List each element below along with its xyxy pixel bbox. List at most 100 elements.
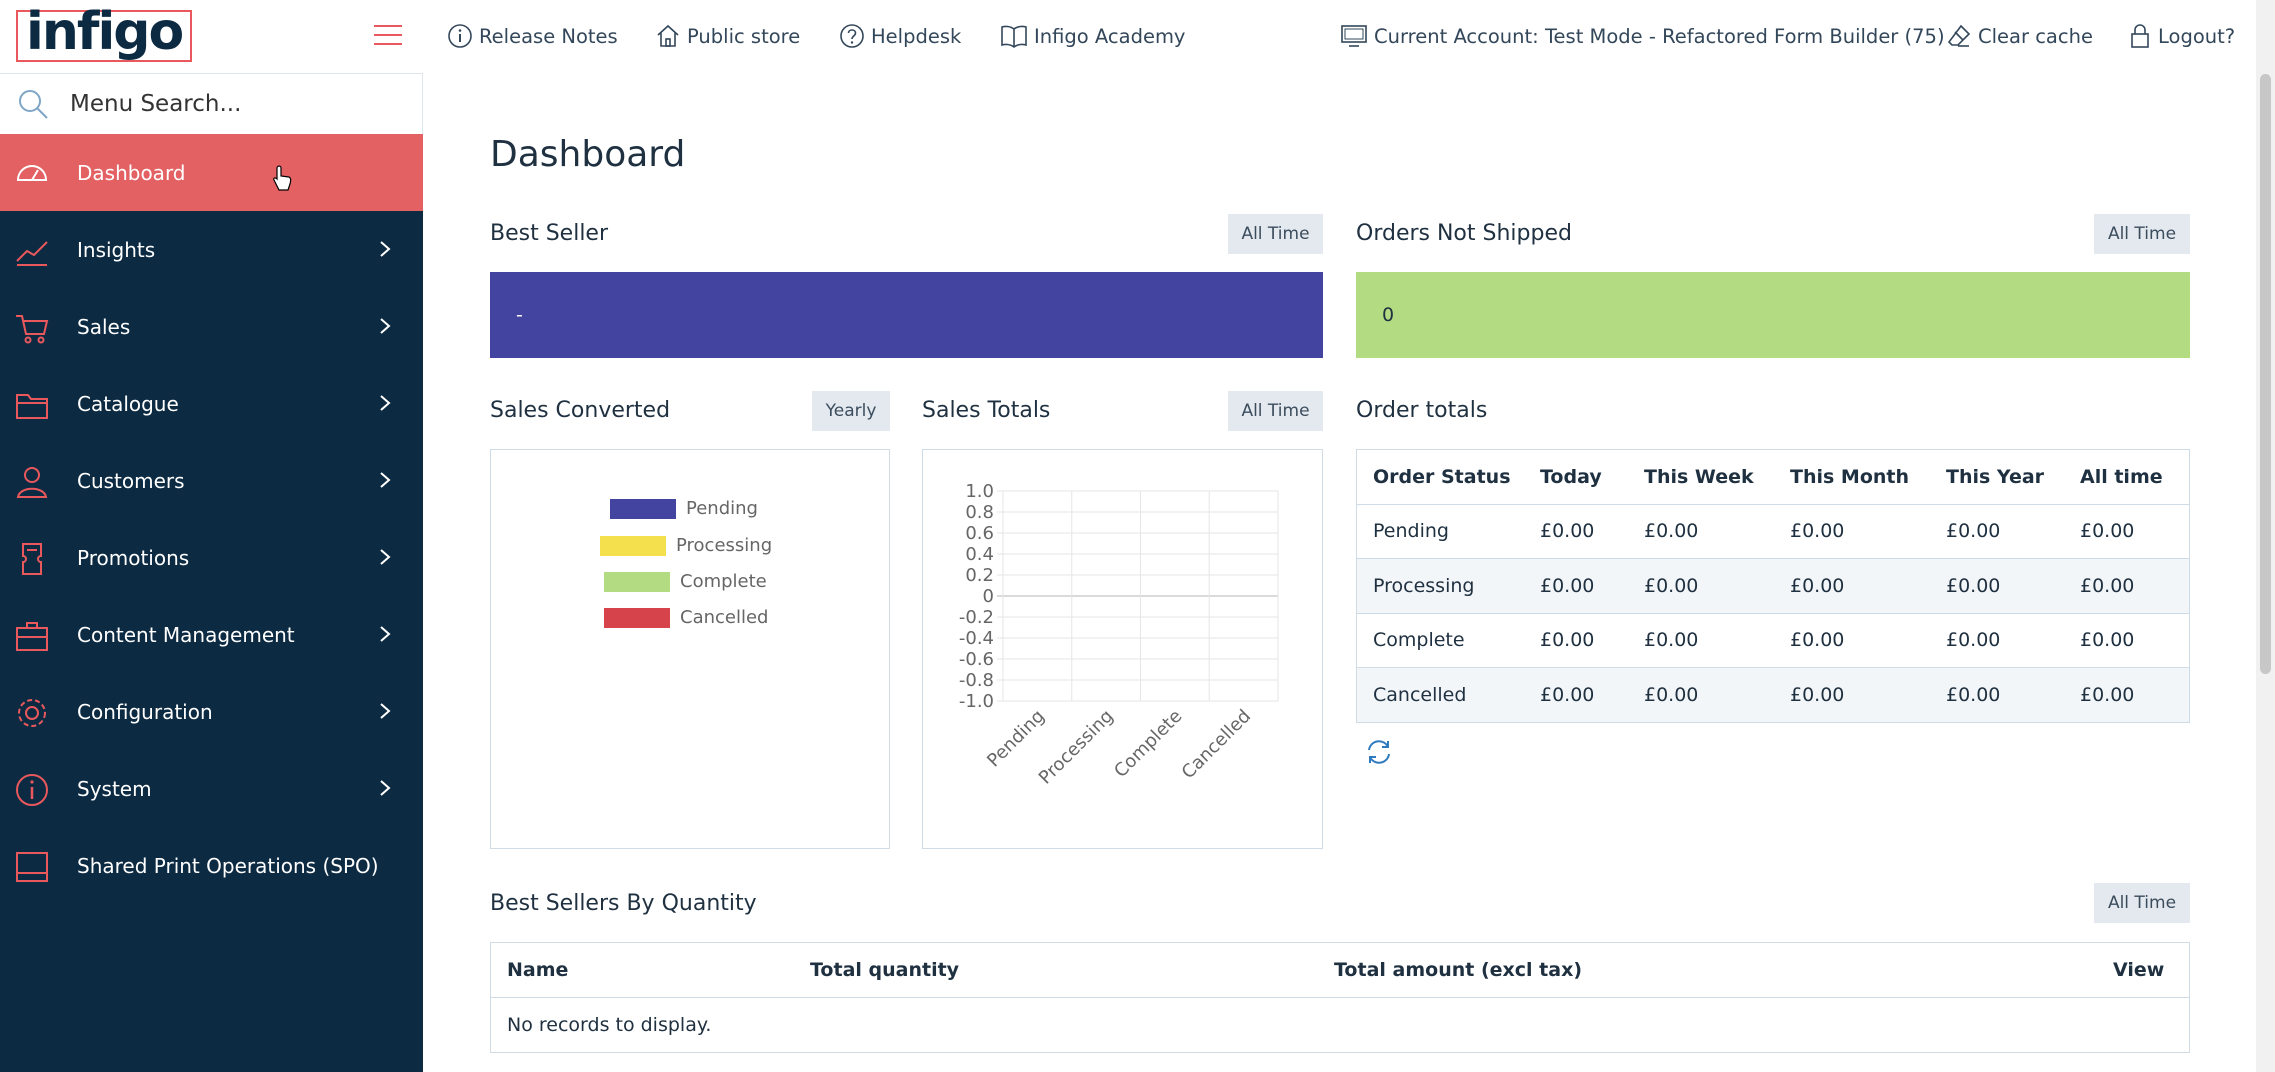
y-tick-label: -0.4	[959, 628, 994, 649]
chevron-right-icon	[380, 780, 391, 796]
public-store-link[interactable]: Public store	[655, 22, 800, 50]
table-cell: Pending	[1357, 504, 1524, 559]
table-cell: £0.00	[2064, 504, 2189, 559]
chevron-right-icon	[380, 703, 391, 719]
menu-search-input[interactable]	[70, 91, 400, 117]
page-title: Dashboard	[490, 134, 686, 175]
legend-swatch	[604, 607, 670, 628]
empty-message: No records to display.	[507, 1013, 712, 1036]
orders-not-shipped-title: Orders Not Shipped	[1356, 221, 1572, 246]
y-tick-label: 0.4	[965, 544, 994, 565]
sales-totals-panel: 1.0 0.8 0.6 0.4 0.2 0 -0.2 -0.4 -0.6 -0.8 -1.0 Pend…	[922, 449, 1323, 849]
legend-swatch	[600, 535, 666, 556]
sidebar-item-label: System	[77, 776, 152, 801]
scrollbar-thumb[interactable]	[2260, 74, 2271, 674]
table-cell: £0.00	[2064, 613, 2189, 668]
sidebar-item-label: Shared Print Operations (SPO)	[77, 853, 379, 878]
sidebar-item-label: Dashboard	[77, 160, 186, 185]
chevron-right-icon	[380, 318, 391, 334]
hand-cursor-icon	[273, 165, 292, 191]
sidebar-item-sales[interactable]: Sales	[0, 288, 423, 365]
best-seller-value: -	[516, 304, 523, 326]
legend-swatch	[604, 571, 670, 592]
sales-converted-range-button[interactable]: Yearly	[812, 391, 890, 431]
table-cell: Complete	[1357, 613, 1524, 668]
infigo-logo[interactable]: infigo	[16, 6, 193, 62]
column-header: All time	[2064, 450, 2189, 505]
sidebar-item-spo[interactable]: Shared Print Operations (SPO)	[0, 827, 423, 904]
infigo-academy-link[interactable]: Infigo Academy	[1000, 22, 1185, 50]
release-notes-link[interactable]: Release Notes	[447, 22, 618, 50]
sidebar-item-label: Sales	[77, 314, 131, 339]
sidebar-item-system[interactable]: System	[0, 750, 423, 827]
info-circle-icon	[448, 24, 472, 48]
eraser-icon	[1947, 24, 1971, 47]
sidebar-item-label: Promotions	[77, 545, 190, 570]
legend-item-complete[interactable]: Complete	[604, 571, 767, 592]
table-cell: £0.00	[1930, 667, 2064, 722]
table-row: Pending £0.00 £0.00 £0.00 £0.00 £0.00	[1357, 504, 2189, 559]
y-tick-label: 0	[983, 586, 994, 607]
refresh-icon[interactable]	[1364, 737, 1394, 767]
legend-item-pending[interactable]: Pending	[610, 498, 758, 519]
sidebar-item-insights[interactable]: Insights	[0, 211, 423, 288]
hamburger-menu-icon[interactable]	[374, 25, 402, 47]
best-sellers-qty-range-button[interactable]: All Time	[2094, 883, 2190, 923]
table-cell: £0.00	[1628, 667, 1774, 722]
order-totals-panel: Order Status Today This Week This Month …	[1356, 449, 2190, 723]
menu-search	[0, 74, 423, 134]
sidebar-item-customers[interactable]: Customers	[0, 442, 423, 519]
best-sellers-qty-table: Name Total quantity Total amount (excl t…	[491, 943, 2189, 1052]
table-cell: £0.00	[1930, 504, 2064, 559]
table-cell: £0.00	[1774, 613, 1930, 668]
table-cell: £0.00	[1774, 504, 1930, 559]
column-header: This Month	[1774, 450, 1930, 505]
speedometer-icon	[16, 165, 48, 181]
best-sellers-qty-panel: Name Total quantity Total amount (excl t…	[490, 942, 2190, 1053]
x-tick-label: Cancelled	[1178, 706, 1255, 783]
y-tick-label: 0.8	[965, 502, 994, 523]
sales-converted-panel: Pending Processing Complete Cancelled	[490, 449, 890, 849]
best-seller-title: Best Seller	[490, 221, 609, 246]
logout-link[interactable]: Logout?	[2128, 22, 2235, 50]
column-header: Total amount (excl tax)	[1318, 943, 2097, 998]
chevron-right-icon	[380, 626, 391, 642]
gear-icon	[18, 699, 46, 727]
orders-not-shipped-range-button[interactable]: All Time	[2094, 214, 2190, 254]
clear-cache-link[interactable]: Clear cache	[1946, 22, 2093, 50]
table-cell: £0.00	[1628, 504, 1774, 559]
page-scrollbar[interactable]	[2256, 0, 2275, 1072]
chevron-right-icon	[380, 549, 391, 565]
table-cell: Cancelled	[1357, 667, 1524, 722]
table-cell: £0.00	[1628, 558, 1774, 614]
sidebar-item-catalogue[interactable]: Catalogue	[0, 365, 423, 442]
search-icon	[19, 90, 48, 119]
helpdesk-link[interactable]: Helpdesk	[839, 22, 961, 50]
table-row: Complete £0.00 £0.00 £0.00 £0.00 £0.00	[1357, 613, 2189, 668]
y-tick-label: 1.0	[965, 481, 994, 502]
briefcase-icon	[16, 622, 48, 651]
sales-totals-range-button[interactable]: All Time	[1228, 391, 1323, 431]
sidebar-item-content-management[interactable]: Content Management	[0, 596, 423, 673]
order-totals-title: Order totals	[1356, 398, 1488, 423]
column-header: Name	[491, 943, 794, 998]
home-icon	[657, 24, 679, 47]
chevron-right-icon	[380, 472, 391, 488]
question-circle-icon	[840, 24, 864, 48]
user-icon	[16, 467, 48, 498]
best-seller-range-button[interactable]: All Time	[1228, 214, 1323, 254]
sidebar-item-label: Configuration	[77, 699, 213, 724]
legend-item-processing[interactable]: Processing	[600, 535, 772, 556]
best-seller-banner: -	[490, 272, 1323, 358]
table-header-row: Order Status Today This Week This Month …	[1357, 450, 2189, 505]
table-cell: £0.00	[1930, 613, 2064, 668]
sidebar-item-dashboard[interactable]: Dashboard	[0, 134, 423, 211]
sidebar-item-promotions[interactable]: Promotions	[0, 519, 423, 596]
legend-item-cancelled[interactable]: Cancelled	[604, 607, 768, 628]
sales-totals-title: Sales Totals	[922, 398, 1051, 423]
table-cell: £0.00	[1524, 504, 1628, 559]
table-cell: Processing	[1357, 558, 1524, 614]
sidebar-item-configuration[interactable]: Configuration	[0, 673, 423, 750]
current-account-link[interactable]: Current Account: Test Mode - Refactored …	[1340, 22, 1945, 50]
order-totals-table: Order Status Today This Week This Month …	[1357, 450, 2189, 722]
